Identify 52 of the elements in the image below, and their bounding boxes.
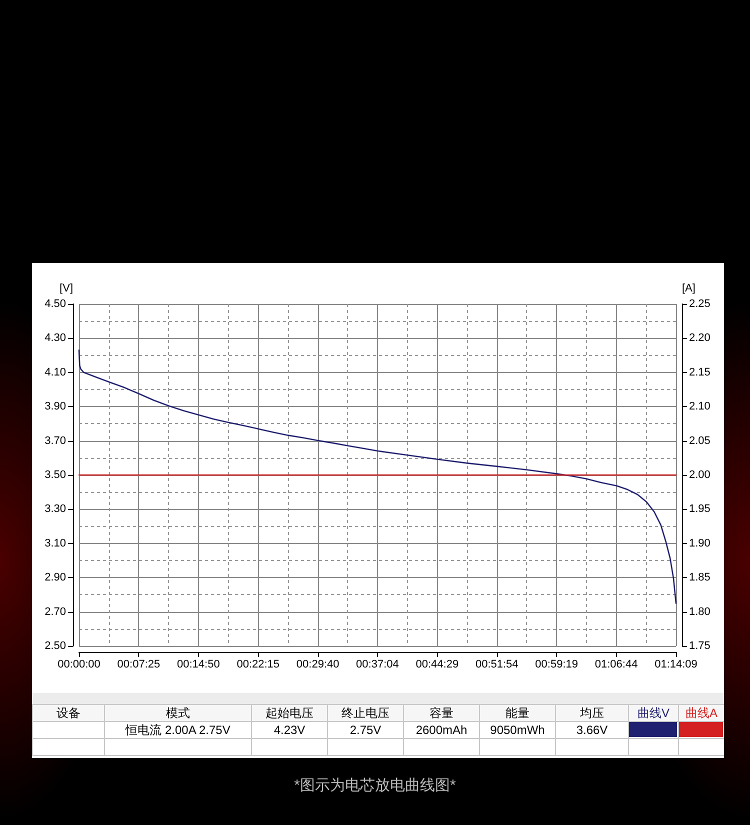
x-tick-label: 01:06:44 (594, 658, 638, 670)
text: 终止电压 (328, 704, 404, 722)
x-tick-label: 00:37:04 (356, 658, 399, 670)
x-tick-label: 00:59:19 (535, 658, 578, 670)
y-tick-label: 3.90 (44, 400, 66, 413)
x-tick-label: 00:44:29 (416, 658, 459, 670)
text: 均压 (556, 704, 628, 722)
y2-tick-label: 1.95 (689, 503, 710, 516)
x-tick-label: 00:22:15 (236, 658, 280, 670)
y2-tick-label: 1.80 (689, 606, 710, 618)
y-tick-label: 2.90 (44, 572, 66, 584)
text: 9050mWh (480, 722, 556, 738)
text: 4.23V (252, 722, 328, 738)
text: *图示为电芯放电曲线图* (293, 776, 457, 795)
y2-tick-label: 2.05 (689, 434, 710, 447)
y-tick-label: 4.30 (44, 332, 66, 344)
x-tick-label: 00:29:40 (296, 658, 340, 670)
y2-axis-title: [A] (682, 282, 696, 294)
y-tick-label: 3.70 (44, 434, 66, 447)
text: 2.75V (328, 722, 404, 738)
y2-tick-label: 2.00 (689, 469, 710, 481)
text: 恒电流 2.00A 2.75V (104, 722, 252, 738)
y-tick-label: 2.70 (44, 606, 66, 618)
line-series (78, 350, 677, 604)
text: 起始电压 (252, 704, 328, 722)
y-tick-label: 3.10 (44, 537, 66, 550)
y2-tick-label: 1.75 (689, 640, 710, 652)
x-tick-label: 00:14:50 (177, 658, 220, 670)
text: 模式 (104, 704, 252, 722)
x-tick-label: 01:14:09 (654, 658, 698, 670)
y2-tick-label: 2.25 (689, 298, 710, 310)
text: 3.66V (556, 722, 628, 738)
text: 设备 (32, 704, 104, 722)
y-tick-label: 2.50 (44, 640, 66, 652)
y2-tick-label: 2.10 (689, 400, 710, 413)
y2-tick-label: 1.90 (689, 537, 710, 550)
y2-tick-label: 2.20 (689, 332, 710, 344)
y-tick-label: 3.30 (44, 503, 66, 516)
x-tick-label: 00:00:00 (58, 658, 100, 670)
y-axis-title: [V] (60, 282, 73, 294)
y2-tick-label: 2.15 (689, 366, 710, 378)
text: 2600mAh (404, 722, 480, 738)
text: 能量 (480, 704, 556, 722)
y-tick-label: 3.50 (44, 469, 66, 481)
text: 曲线A (678, 704, 724, 722)
text: 曲线V (628, 704, 678, 722)
text: 容量 (404, 704, 480, 722)
y2-tick-label: 1.85 (689, 572, 710, 584)
x-tick-label: 00:07:25 (117, 658, 160, 670)
y-tick-label: 4.10 (44, 366, 66, 378)
x-tick-label: 00:51:54 (475, 658, 518, 670)
y-tick-label: 4.50 (44, 298, 66, 310)
